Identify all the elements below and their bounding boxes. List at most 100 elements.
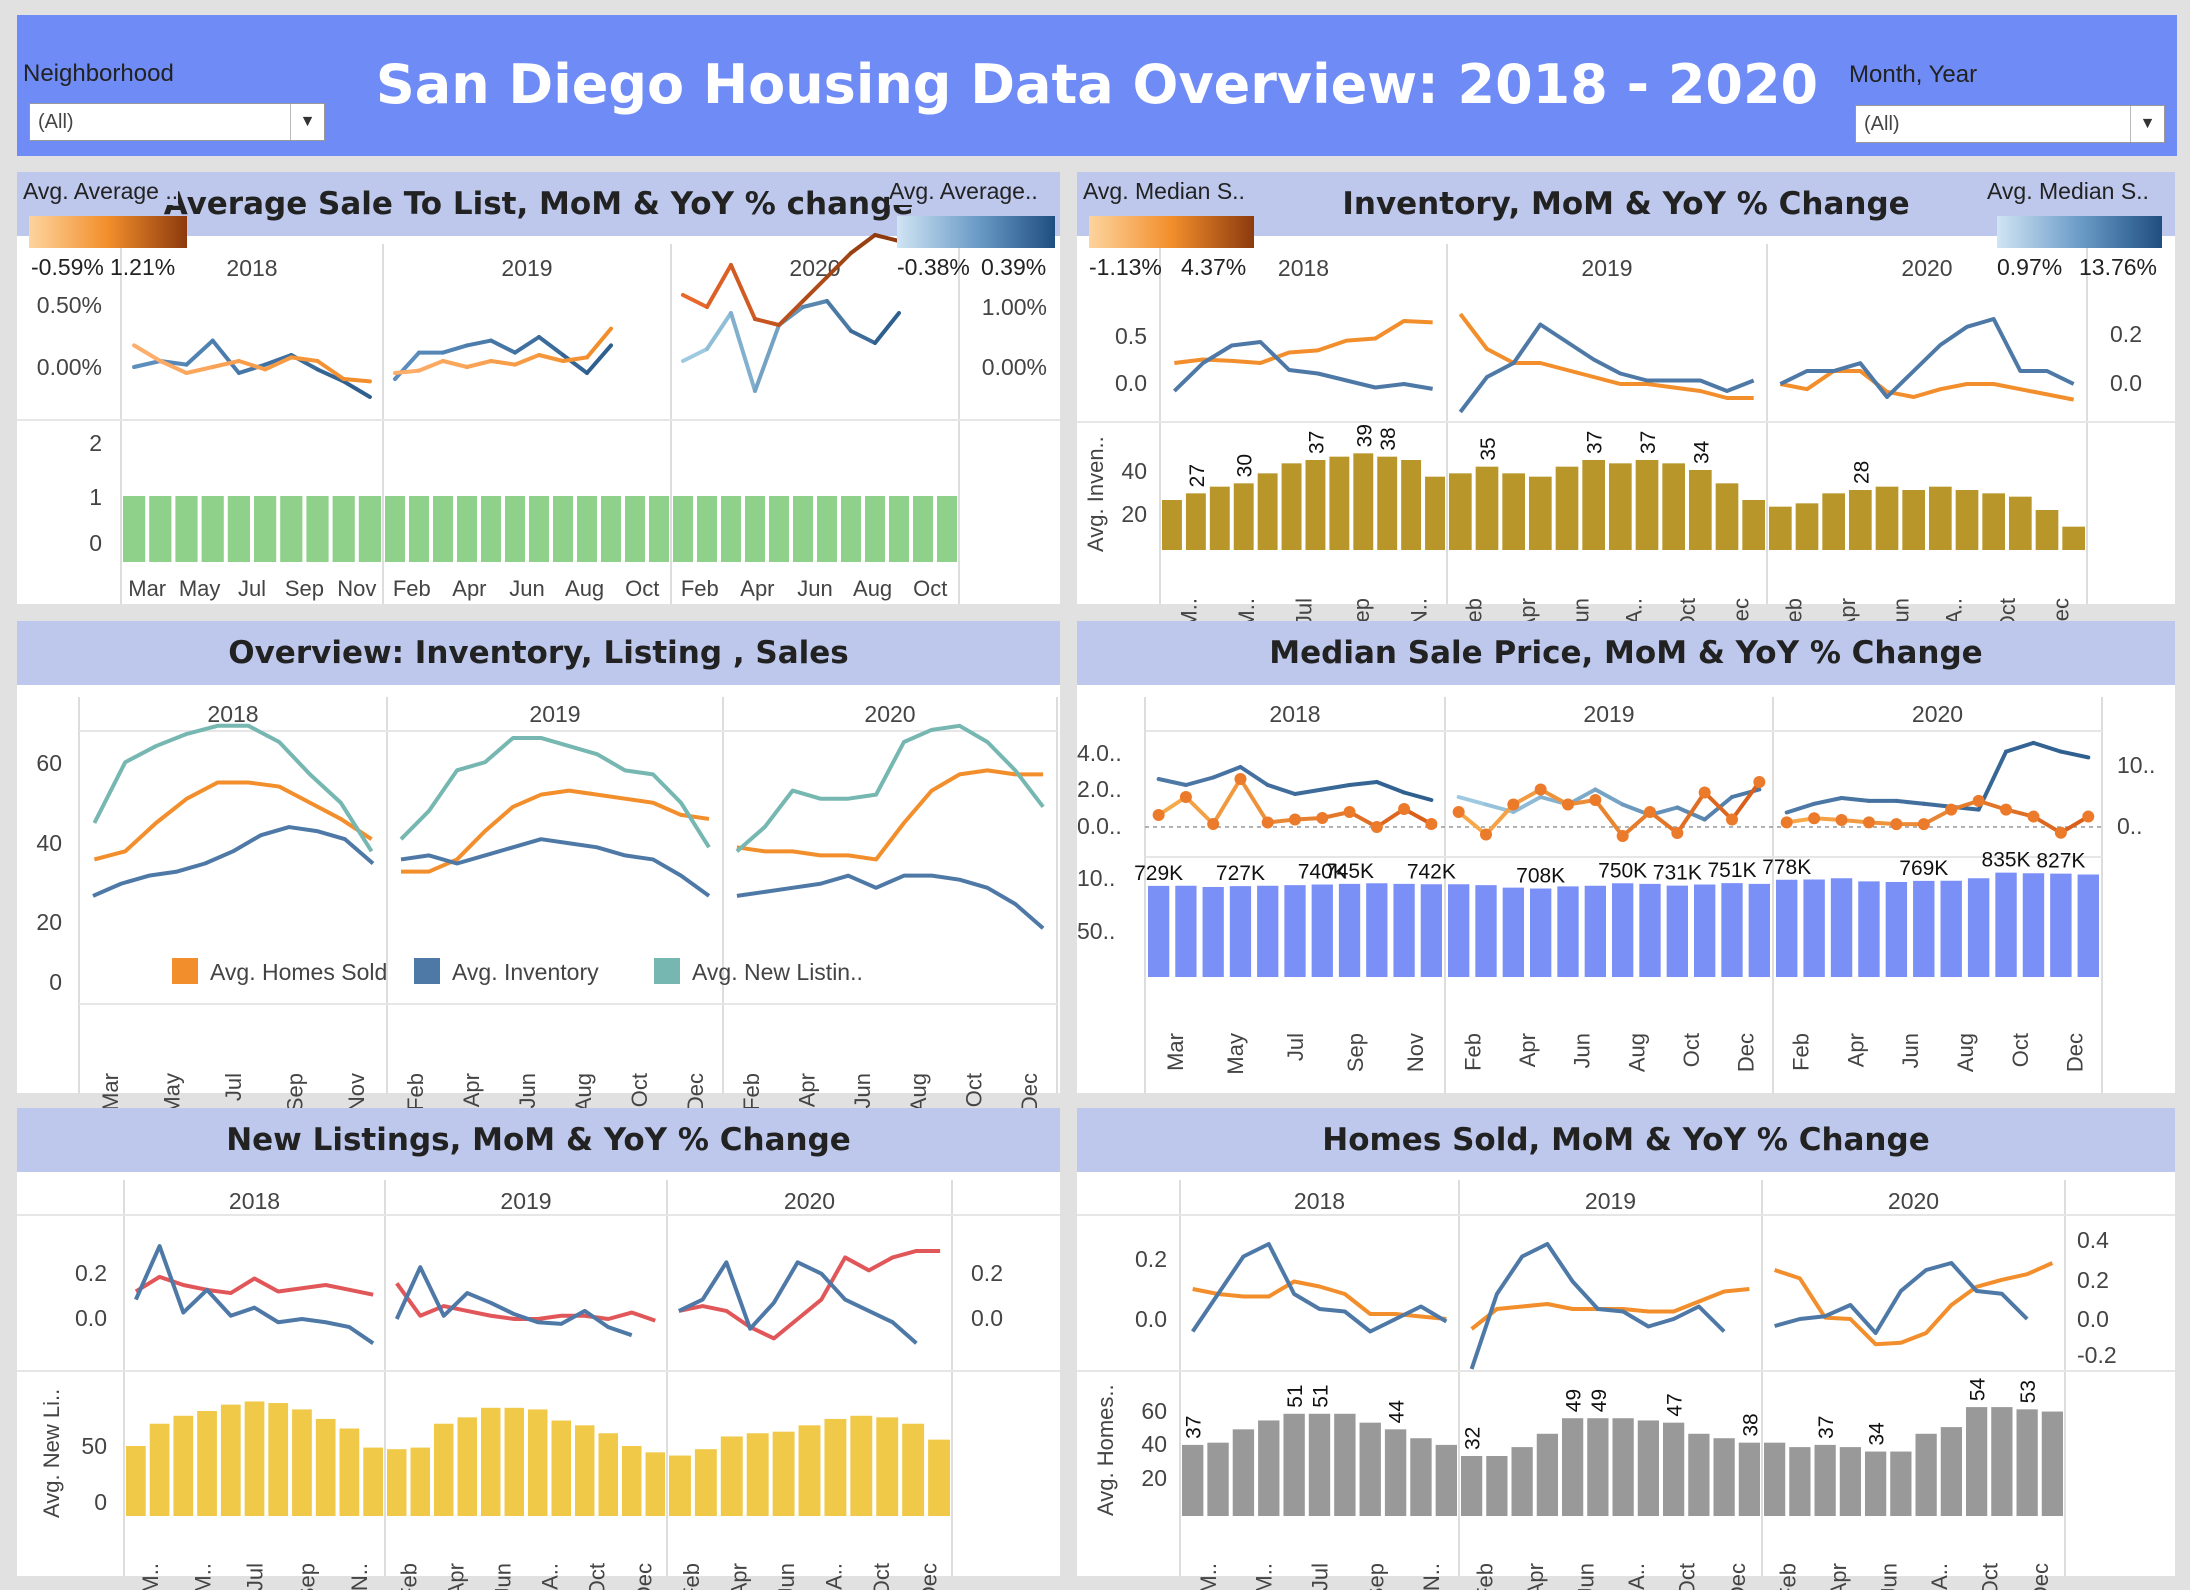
axis-tick-label: 0.5 <box>1115 323 1147 349</box>
month-tick-label: May <box>159 1073 184 1115</box>
axis-tick-label: 0.0 <box>2077 1306 2109 1332</box>
bar <box>577 496 597 562</box>
mom-point <box>1289 813 1301 826</box>
bar <box>772 1431 795 1516</box>
mom-line <box>729 311 757 393</box>
month-tick-label: Jun <box>774 1563 799 1590</box>
sale-to-list-chart: 2018 2019 2020 0.50% 0.00% 1.00% 0.00% 2 1 0 Mar Ma… <box>17 233 1060 604</box>
yoy-line <box>210 359 241 369</box>
mom-line <box>465 338 493 348</box>
bar <box>1662 463 1685 550</box>
mom-point <box>2054 826 2067 839</box>
year-header: 2019 <box>1583 701 1634 727</box>
mom-point <box>1316 812 1329 824</box>
bar <box>1839 1447 1861 1516</box>
month-tick-label: Jun <box>515 1073 540 1108</box>
mom-point <box>1179 791 1192 803</box>
bar <box>1991 1407 2013 1516</box>
series-line <box>736 873 1045 930</box>
bar <box>1795 503 1819 550</box>
bar <box>1764 1442 1786 1516</box>
bar <box>697 496 717 562</box>
bar <box>481 1407 501 1516</box>
data-label: 708K <box>1516 865 1565 888</box>
month-tick-label: Feb <box>681 576 719 601</box>
mom-line <box>681 347 709 363</box>
mom-point <box>1425 818 1438 830</box>
bar <box>1202 887 1224 977</box>
chevron-down-icon[interactable]: ▼ <box>290 104 324 140</box>
month-year-dropdown[interactable]: (All) ▼ <box>1855 105 2165 143</box>
bar <box>1721 883 1743 977</box>
data-label: 30 <box>1234 454 1257 477</box>
yoy-line <box>134 1274 374 1297</box>
bar <box>1582 460 1605 550</box>
month-tick-label: M.. <box>1252 1563 1277 1590</box>
mom-line <box>1183 795 1216 826</box>
mom-point <box>1808 812 1821 825</box>
mom-line <box>801 299 829 309</box>
axis-tick-label: 1.00% <box>982 294 1047 320</box>
year-header: 2019 <box>501 255 552 281</box>
mom-point <box>1972 794 1985 807</box>
month-tick-label: Dec <box>2028 1563 2053 1590</box>
axis-tick-label: 0.0.. <box>1077 813 1122 839</box>
month-tick-label: Dec <box>632 1563 657 1590</box>
series-line <box>400 837 711 898</box>
legend-label: Avg. Homes Sold <box>210 959 387 985</box>
mom-line <box>513 335 541 355</box>
mom-line <box>585 343 613 375</box>
bar <box>1913 880 1935 977</box>
axis-tick-label: 0.2 <box>2077 1267 2109 1293</box>
yoy-line <box>1211 765 1243 780</box>
color-legend-left <box>29 216 187 248</box>
bar <box>598 1433 618 1516</box>
yoy-line <box>236 359 268 372</box>
bar <box>457 1417 477 1516</box>
month-tick-label: Apr <box>1523 1563 1548 1590</box>
bar <box>1449 473 1472 550</box>
bar <box>1663 1422 1685 1516</box>
neighborhood-dropdown[interactable]: (All) ▼ <box>29 103 325 141</box>
homes-sold-chart: 2018 2019 2020 0.2 0.0 0.4 0.2 0.0 -0.2 60 40 20 Avg… <box>1077 1180 2175 1590</box>
mom-line <box>132 359 163 369</box>
bar <box>817 496 837 562</box>
mom-point <box>1890 818 1903 831</box>
data-label: 38 <box>1377 427 1400 450</box>
month-tick-label: Oct <box>1977 1563 2002 1590</box>
yoy-line <box>1156 777 1188 787</box>
yoy-line <box>1320 783 1352 792</box>
month-tick-label: Jun <box>1573 1563 1598 1590</box>
month-tick-label: Aug <box>1953 1033 1978 1072</box>
bar <box>1830 878 1853 977</box>
mom-point <box>2082 810 2095 823</box>
month-tick-label: Oct <box>913 576 947 601</box>
bar <box>1359 1422 1381 1516</box>
mom-line <box>1593 798 1625 838</box>
bar <box>1814 1444 1836 1516</box>
bar <box>824 1418 847 1516</box>
bar <box>1875 486 1899 550</box>
mom-line <box>1469 1242 1726 1370</box>
chevron-down-icon[interactable]: ▼ <box>2130 106 2164 142</box>
bar <box>1995 872 2017 977</box>
bar <box>1334 1413 1356 1516</box>
month-tick-label: Feb <box>1460 1033 1485 1071</box>
axis-title: Avg. Inven.. <box>1083 436 1108 552</box>
mom-point <box>1616 830 1629 842</box>
data-label: 778K <box>1762 856 1811 879</box>
data-label: 34 <box>1866 1422 1889 1446</box>
bar <box>481 496 501 562</box>
month-tick-label: Jun <box>509 576 544 601</box>
yoy-line <box>753 317 781 327</box>
bar <box>1401 460 1422 550</box>
axis-tick-label: 40 <box>1121 458 1147 484</box>
bar <box>1694 884 1716 977</box>
yoy-line <box>705 263 733 309</box>
axis-tick-label: 0.0 <box>971 1305 1003 1331</box>
series-line <box>736 768 1044 862</box>
bar <box>1940 1427 1962 1516</box>
bar <box>1410 1438 1432 1516</box>
mom-line <box>1702 790 1734 822</box>
mom-point <box>1945 803 1958 816</box>
